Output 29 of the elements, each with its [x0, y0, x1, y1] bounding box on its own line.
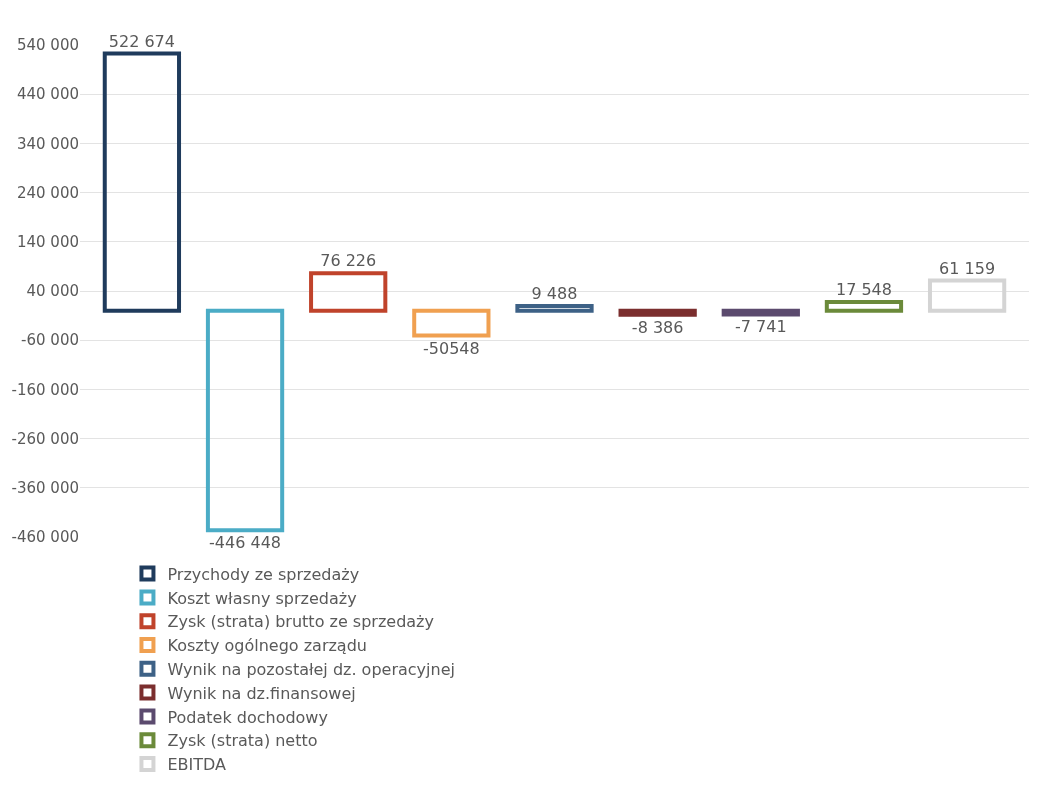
y-tick-label: 340 000 [16, 134, 79, 153]
legend-label: Wynik na pozostałej dz. operacyjnej [167, 660, 455, 680]
data-label: 17 548 [835, 280, 892, 300]
data-label: 9 488 [531, 284, 578, 304]
y-tick-label: -160 000 [11, 380, 79, 399]
legend-label: Podatek dochodowy [167, 707, 328, 727]
data-label: 522 674 [108, 31, 175, 51]
y-tick-label: -360 000 [11, 479, 79, 498]
data-label: -50548 [423, 338, 480, 358]
data-label: 61 159 [939, 258, 996, 278]
legend-label: Wynik na dz.finansowej [167, 683, 356, 703]
legend-label: Zysk (strata) brutto ze sprzedaży [167, 612, 434, 632]
y-tick-label: 140 000 [16, 233, 79, 252]
y-tick-label: -460 000 [11, 528, 79, 547]
data-label: -8 386 [631, 317, 684, 337]
y-tick-label: 40 000 [26, 282, 79, 301]
legend-label: Koszty ogólnego zarządu [167, 636, 367, 656]
data-label: 76 226 [320, 251, 377, 271]
legend-label: EBITDA [167, 755, 227, 775]
y-tick-label: -60 000 [21, 331, 79, 350]
legend-label: Zysk (strata) netto [167, 731, 318, 751]
y-tick-label: -260 000 [11, 429, 79, 448]
y-tick-label: 440 000 [16, 85, 79, 104]
legend-label: Przychody ze sprzedaży [167, 564, 360, 584]
data-label: -7 741 [735, 317, 787, 337]
data-label: -446 448 [209, 533, 282, 553]
legend-label: Koszt własny sprzedaży [167, 588, 357, 608]
y-tick-label: 540 000 [16, 36, 79, 55]
y-tick-label: 240 000 [16, 183, 79, 202]
